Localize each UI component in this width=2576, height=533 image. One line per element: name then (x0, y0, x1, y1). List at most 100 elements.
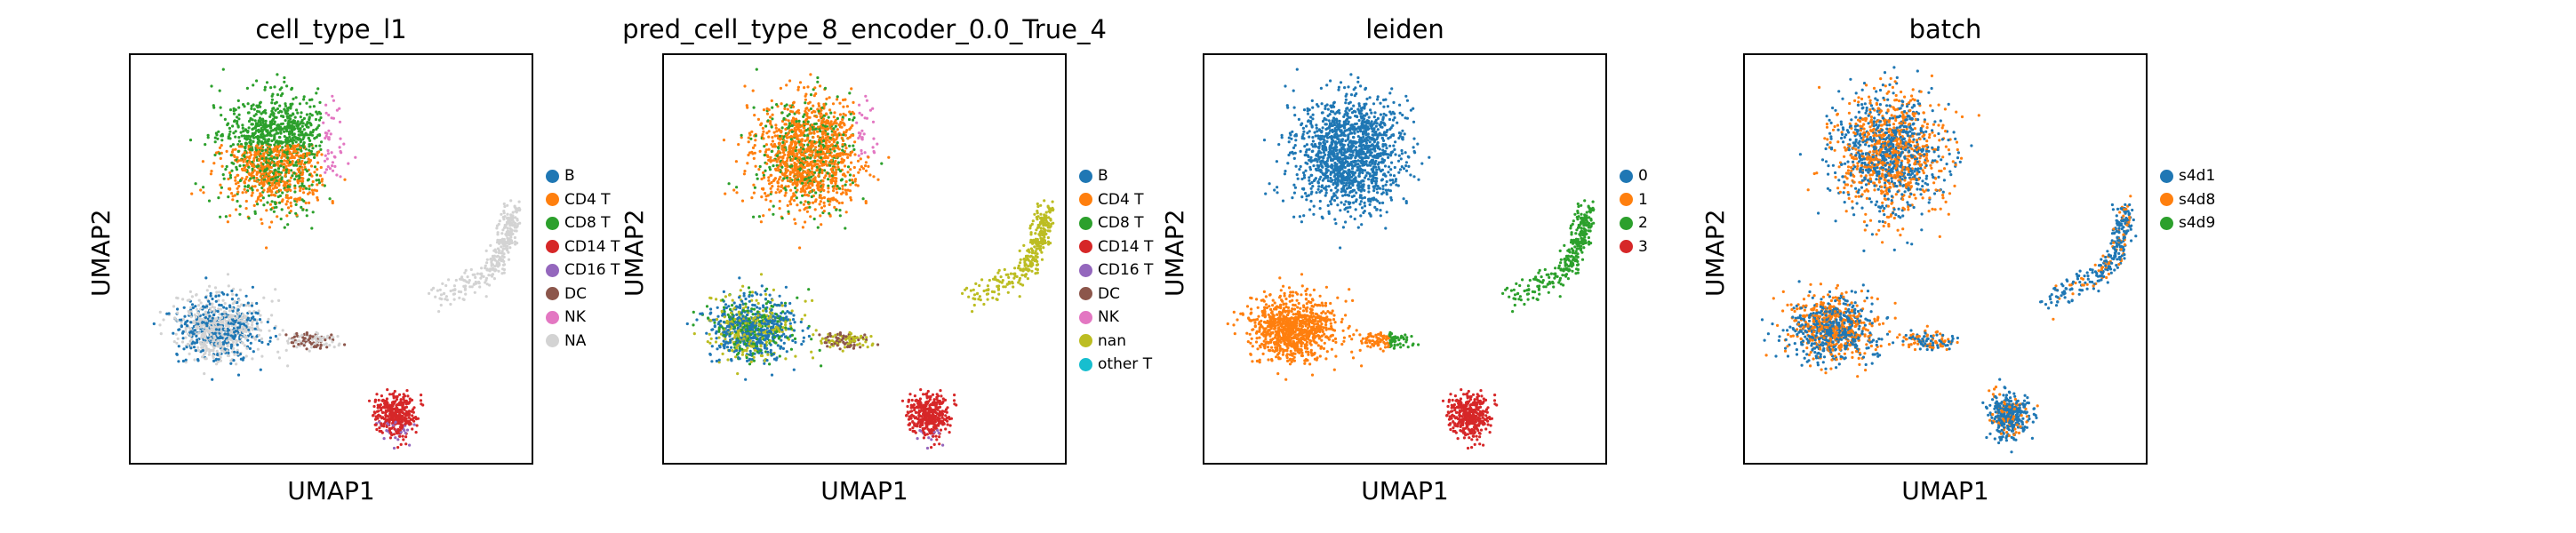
scatter-point (189, 344, 193, 347)
scatter-point (464, 292, 468, 296)
scatter-point (796, 152, 799, 155)
scatter-point (836, 95, 839, 99)
scatter-point (176, 337, 180, 340)
scatter-point (768, 293, 772, 297)
scatter-point (372, 410, 376, 414)
scatter-point (849, 154, 852, 157)
scatter-point (831, 179, 835, 183)
scatter-point (779, 175, 782, 179)
scatter-point (302, 116, 306, 120)
scatter-point (224, 168, 228, 171)
scatter-point (785, 176, 789, 179)
scatter-point (220, 290, 224, 294)
scatter-point (835, 171, 838, 174)
scatter-points (152, 68, 522, 450)
scatter-point (796, 134, 800, 138)
scatter-point (252, 336, 256, 339)
scatter-point (812, 94, 816, 98)
scatter-point (302, 95, 306, 99)
scatter-point (842, 139, 845, 142)
scatter-point (793, 178, 796, 182)
scatter-point (796, 183, 799, 187)
scatter-point (848, 110, 852, 114)
scatter-point (284, 174, 287, 178)
scatter-point (863, 151, 867, 155)
scatter-point (793, 180, 796, 184)
scatter-point (189, 346, 193, 350)
legend-swatch (546, 334, 559, 348)
scatter-point (778, 354, 781, 358)
scatter-point (214, 295, 218, 298)
scatter-point (218, 89, 221, 92)
scatter-point (284, 109, 287, 113)
scatter-point (221, 173, 225, 177)
scatter-point (782, 148, 786, 152)
scatter-point (223, 301, 227, 306)
scatter-point (511, 216, 515, 219)
scatter-point (276, 215, 279, 219)
scatter-point (311, 338, 315, 341)
scatter-point (768, 208, 772, 211)
scatter-point (858, 103, 861, 107)
scatter-point (778, 142, 781, 146)
scatter-point (758, 164, 762, 169)
scatter-point (796, 176, 799, 180)
scatter-point (807, 108, 811, 112)
scatter-point (808, 100, 812, 104)
scatter-point (406, 394, 410, 398)
scatter-point (268, 194, 271, 197)
scatter-point (283, 135, 286, 139)
scatter-point (495, 227, 499, 230)
scatter-point (219, 355, 222, 359)
scatter-point (509, 239, 514, 243)
scatter-point (770, 190, 773, 194)
scatter-point (750, 298, 754, 302)
scatter-point (500, 250, 504, 253)
scatter-point (241, 126, 244, 130)
scatter-point (201, 349, 204, 353)
scatter-point (229, 345, 233, 348)
scatter-point (803, 193, 806, 197)
scatter-point (241, 341, 244, 345)
scatter-point (295, 108, 299, 112)
scatter-point (491, 267, 494, 271)
scatter-point (331, 164, 334, 168)
scatter-point (268, 147, 272, 151)
scatter-point (243, 326, 246, 330)
scatter-point (216, 360, 220, 363)
scatter-point (214, 299, 218, 303)
scatter-point (259, 199, 263, 203)
scatter-point (301, 208, 305, 211)
scatter-point (326, 152, 330, 155)
scatter-point (232, 131, 236, 135)
scatter-point (396, 394, 399, 399)
scatter-point (271, 92, 275, 96)
scatter-point (807, 186, 811, 189)
scatter-point (809, 73, 812, 76)
scatter-point (251, 167, 254, 171)
scatter-point (497, 251, 501, 255)
scatter-point (237, 319, 241, 322)
scatter-point (797, 148, 801, 152)
scatter-point (750, 130, 754, 133)
scatter-point (809, 156, 812, 160)
scatter-point (794, 149, 797, 153)
scatter-point (850, 87, 853, 91)
scatter-point (843, 143, 846, 147)
scatter-point (741, 350, 745, 354)
scatter-point (272, 171, 276, 175)
scatter-point (282, 115, 285, 119)
scatter-point (796, 125, 800, 129)
scatter-point (223, 332, 227, 336)
scatter-point (285, 150, 289, 154)
scatter-point (212, 309, 216, 313)
scatter-point (285, 214, 289, 218)
scatter-point (228, 108, 233, 112)
scatter-point (227, 333, 230, 337)
scatter-point (822, 201, 826, 204)
scatter-point (303, 165, 307, 169)
scatter-point (260, 172, 263, 176)
scatter-point (751, 152, 755, 155)
scatter-point (196, 359, 200, 362)
scatter-point (372, 413, 375, 417)
